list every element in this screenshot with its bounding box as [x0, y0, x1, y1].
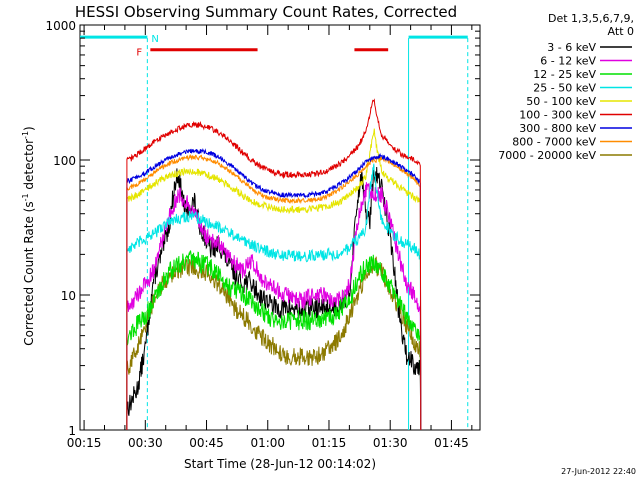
legend-label: 25 - 50 keV	[533, 82, 596, 95]
timestamp: 27-Jun-2012 22:40	[561, 467, 636, 476]
series-line	[126, 154, 422, 431]
y-tick-label: 100	[53, 154, 76, 168]
legend-label: 12 - 25 keV	[533, 68, 596, 81]
legend-label: 100 - 300 keV	[519, 109, 596, 122]
x-tick-label: 01:00	[250, 436, 285, 450]
y-tick-label: 1000	[45, 19, 76, 33]
series-line	[126, 147, 422, 431]
series-line	[126, 182, 422, 431]
x-tick-label: 00:30	[128, 436, 163, 450]
legend-label: 800 - 7000 keV	[512, 136, 596, 149]
x-tick-label: 01:30	[373, 436, 408, 450]
x-axis-label: Start Time (28-Jun-12 00:14:02)	[184, 457, 376, 471]
legend-label: 300 - 800 keV	[519, 122, 596, 135]
legend-label: 3 - 6 keV	[547, 41, 596, 54]
flare-flag-label: F	[136, 48, 142, 59]
legend-header: Att 0	[608, 25, 634, 38]
x-tick-label: 01:45	[434, 436, 469, 450]
x-tick-label: 00:15	[67, 436, 102, 450]
legend-label: 6 - 12 keV	[540, 55, 596, 68]
y-tick-label: 1	[68, 424, 76, 438]
chart-title: HESSI Observing Summary Count Rates, Cor…	[75, 3, 457, 21]
plot-frame	[79, 24, 481, 431]
flag-bars: NF	[80, 34, 469, 430]
x-tick-label: 01:15	[312, 436, 347, 450]
series-line	[126, 128, 422, 431]
legend-label: 50 - 100 keV	[526, 95, 596, 108]
series-line	[126, 163, 422, 431]
series-layer	[126, 98, 422, 431]
y-tick-label: 10	[61, 289, 76, 303]
series-line	[126, 256, 422, 431]
legend-label: 7000 - 20000 keV	[498, 149, 596, 162]
legend-header: Det 1,3,5,6,7,9,	[548, 12, 634, 25]
series-line	[126, 165, 422, 431]
series-line	[126, 250, 422, 431]
series-line	[126, 98, 422, 431]
x-tick-label: 00:45	[189, 436, 224, 450]
y-axis-label: Corrected Count Rate (s-1 detector-1)	[21, 126, 36, 345]
axes: 00:15 00:30 00:45 01:00 01:15 01:30 01:45 1 10 10…	[45, 19, 480, 450]
night-flag-label: N	[151, 34, 158, 45]
